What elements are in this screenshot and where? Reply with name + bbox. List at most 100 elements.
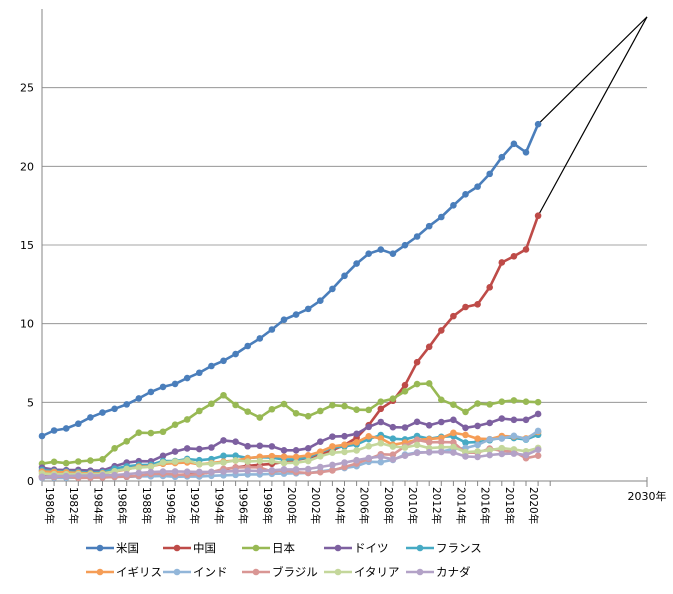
data-point bbox=[365, 442, 373, 450]
data-point bbox=[329, 461, 336, 469]
data-point bbox=[462, 439, 469, 446]
legend-marker bbox=[334, 544, 342, 552]
data-point bbox=[62, 472, 70, 480]
legend-marker bbox=[252, 544, 260, 552]
data-point bbox=[244, 342, 251, 350]
data-point bbox=[62, 459, 70, 467]
x-tick-label: 2018年 bbox=[503, 487, 516, 524]
data-point bbox=[147, 468, 155, 476]
data-point bbox=[135, 469, 143, 477]
data-point bbox=[159, 459, 167, 466]
data-point bbox=[474, 448, 481, 455]
data-point bbox=[510, 253, 518, 260]
x-tick-label: 1996年 bbox=[237, 487, 250, 524]
data-point bbox=[171, 421, 179, 428]
data-point bbox=[38, 432, 46, 440]
data-point bbox=[208, 468, 215, 476]
data-point bbox=[159, 452, 167, 460]
legend-marker bbox=[416, 568, 424, 576]
data-point bbox=[171, 468, 179, 475]
data-point bbox=[268, 458, 276, 465]
data-point bbox=[377, 246, 385, 253]
x-tick-label: 2004年 bbox=[333, 487, 346, 524]
series-layer bbox=[38, 120, 542, 482]
data-point bbox=[425, 343, 433, 351]
data-point bbox=[268, 452, 276, 460]
data-point bbox=[534, 446, 542, 453]
legend-label: ブラジル bbox=[272, 565, 318, 579]
data-point bbox=[450, 312, 457, 320]
data-point bbox=[438, 213, 445, 221]
data-point bbox=[87, 414, 94, 421]
data-point bbox=[450, 401, 457, 408]
data-point bbox=[232, 350, 239, 358]
data-point bbox=[196, 460, 203, 468]
data-point bbox=[329, 443, 336, 450]
y-tick-label: 0 bbox=[27, 475, 34, 488]
data-point bbox=[462, 424, 469, 432]
data-point bbox=[196, 468, 203, 476]
y-tick-label: 10 bbox=[20, 318, 34, 331]
data-point bbox=[292, 311, 300, 318]
data-point bbox=[389, 443, 397, 450]
data-point bbox=[292, 453, 300, 461]
x-tick-label: 1994年 bbox=[212, 487, 225, 524]
data-point bbox=[450, 416, 457, 424]
data-point bbox=[220, 459, 227, 466]
data-point bbox=[365, 406, 373, 414]
legend-marker bbox=[173, 544, 181, 552]
data-point bbox=[123, 465, 130, 473]
x-tick-label: 1988年 bbox=[140, 487, 153, 524]
data-point bbox=[75, 472, 82, 479]
series-0 bbox=[38, 120, 542, 440]
data-point bbox=[438, 438, 445, 446]
axes: 0 5 10 15 20 25 1980年 1982年 1984年 1986年 1988年 1990年… bbox=[20, 9, 667, 524]
data-point bbox=[486, 446, 494, 454]
legend-marker bbox=[96, 568, 104, 576]
data-point bbox=[498, 153, 506, 161]
data-point bbox=[183, 374, 191, 382]
data-point bbox=[486, 419, 494, 427]
data-point bbox=[462, 408, 469, 416]
data-point bbox=[317, 463, 324, 471]
legend-item: ドイツ bbox=[324, 541, 389, 555]
x-tick-label: 2016年 bbox=[479, 487, 492, 524]
data-point bbox=[171, 380, 179, 388]
data-point bbox=[389, 423, 397, 431]
data-point bbox=[317, 468, 324, 476]
data-point bbox=[486, 451, 494, 459]
data-point bbox=[123, 401, 130, 408]
x-tick-label: 1986年 bbox=[116, 487, 129, 524]
data-point bbox=[522, 398, 530, 406]
legend-marker bbox=[96, 544, 104, 552]
legend-item: 中国 bbox=[163, 541, 216, 555]
data-point bbox=[99, 409, 106, 416]
data-point bbox=[171, 448, 179, 455]
data-point bbox=[317, 407, 324, 415]
data-point bbox=[280, 459, 288, 467]
x-tick-label: 2020年 bbox=[527, 487, 540, 524]
data-point bbox=[413, 418, 421, 426]
data-point bbox=[183, 456, 191, 464]
legend-label: 日本 bbox=[272, 541, 295, 555]
data-point bbox=[244, 458, 251, 465]
data-point bbox=[474, 183, 481, 190]
data-point bbox=[534, 427, 542, 435]
data-point bbox=[450, 202, 457, 209]
data-point bbox=[208, 460, 215, 467]
data-point bbox=[268, 405, 276, 413]
data-point bbox=[534, 452, 542, 459]
data-point bbox=[329, 285, 336, 293]
data-point bbox=[317, 452, 324, 460]
x-tick-label: 1982年 bbox=[67, 487, 80, 524]
x-tick-label: 2010年 bbox=[406, 487, 419, 524]
projection-line bbox=[537, 16, 648, 217]
data-point bbox=[280, 316, 288, 324]
legend-marker bbox=[334, 568, 342, 576]
data-point bbox=[244, 467, 251, 474]
legend-item: イタリア bbox=[324, 565, 400, 579]
data-point bbox=[244, 408, 251, 415]
data-point bbox=[389, 395, 397, 403]
data-point bbox=[304, 305, 312, 313]
data-point bbox=[196, 445, 203, 453]
